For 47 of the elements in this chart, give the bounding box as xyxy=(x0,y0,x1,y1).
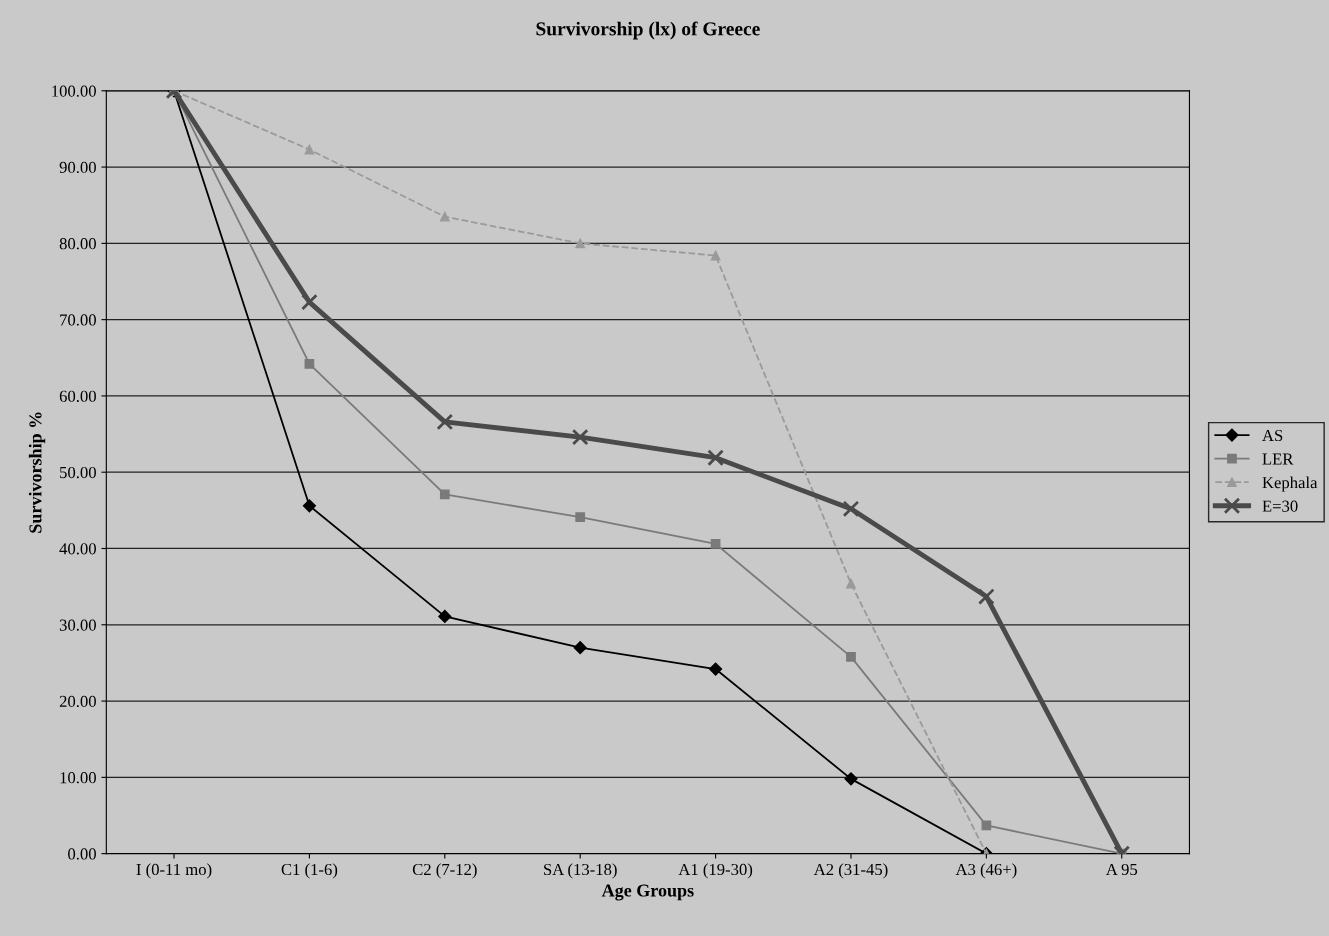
x-tick-label: A1 (19-30) xyxy=(678,863,753,879)
x-axis-title: Age Groups xyxy=(601,884,694,901)
point xyxy=(304,359,315,369)
legend-label: AS xyxy=(1262,429,1283,442)
point xyxy=(846,578,856,589)
y-tick-label: 100.00 xyxy=(52,85,96,97)
point xyxy=(575,238,586,249)
x-tick-label: A2 (31-45) xyxy=(813,863,888,879)
point xyxy=(301,293,318,311)
x-tick-label: C2 (7-12) xyxy=(412,863,477,879)
legend-label: LER xyxy=(1262,453,1294,465)
y-tick-label: 0.00 xyxy=(68,848,96,860)
y-tick-label: 50.00 xyxy=(60,466,96,479)
point xyxy=(707,449,724,467)
point xyxy=(978,588,995,605)
legend-label: Kephala xyxy=(1262,476,1318,492)
y-tick-label: 80.00 xyxy=(59,238,96,250)
y-tick-label: 30.00 xyxy=(59,619,96,631)
point xyxy=(708,662,723,676)
chart-title: Survivorship (lx) of Greece xyxy=(536,21,760,40)
point xyxy=(573,641,587,655)
x-tick-label: I (0-11 mo) xyxy=(136,863,212,879)
point xyxy=(304,144,315,155)
y-tick-label: 20.00 xyxy=(59,695,96,708)
y-tick-label: 40.00 xyxy=(59,543,96,555)
x-tick-label: A 95 xyxy=(1105,863,1138,876)
point xyxy=(710,250,721,261)
y-axis-title: Survivorship % xyxy=(28,412,46,533)
x-tick-label: A3 (46+) xyxy=(955,863,1017,879)
point xyxy=(842,500,860,518)
point xyxy=(302,499,316,513)
legend-label: E=30 xyxy=(1262,500,1298,512)
point xyxy=(439,211,450,222)
x-tick-label: SA (13-18) xyxy=(544,863,617,879)
point xyxy=(575,512,586,523)
point xyxy=(439,489,450,500)
point xyxy=(710,539,721,549)
y-tick-label: 90.00 xyxy=(59,161,96,174)
y-tick-label: 60.00 xyxy=(59,390,96,402)
point xyxy=(438,609,452,623)
y-tick-label: 70.00 xyxy=(60,314,96,326)
x-tick-label: C1 (1-6) xyxy=(281,863,338,879)
point xyxy=(436,413,454,431)
point xyxy=(846,651,856,662)
point xyxy=(844,772,858,786)
point xyxy=(571,428,589,446)
y-tick-label: 10.00 xyxy=(60,772,96,784)
